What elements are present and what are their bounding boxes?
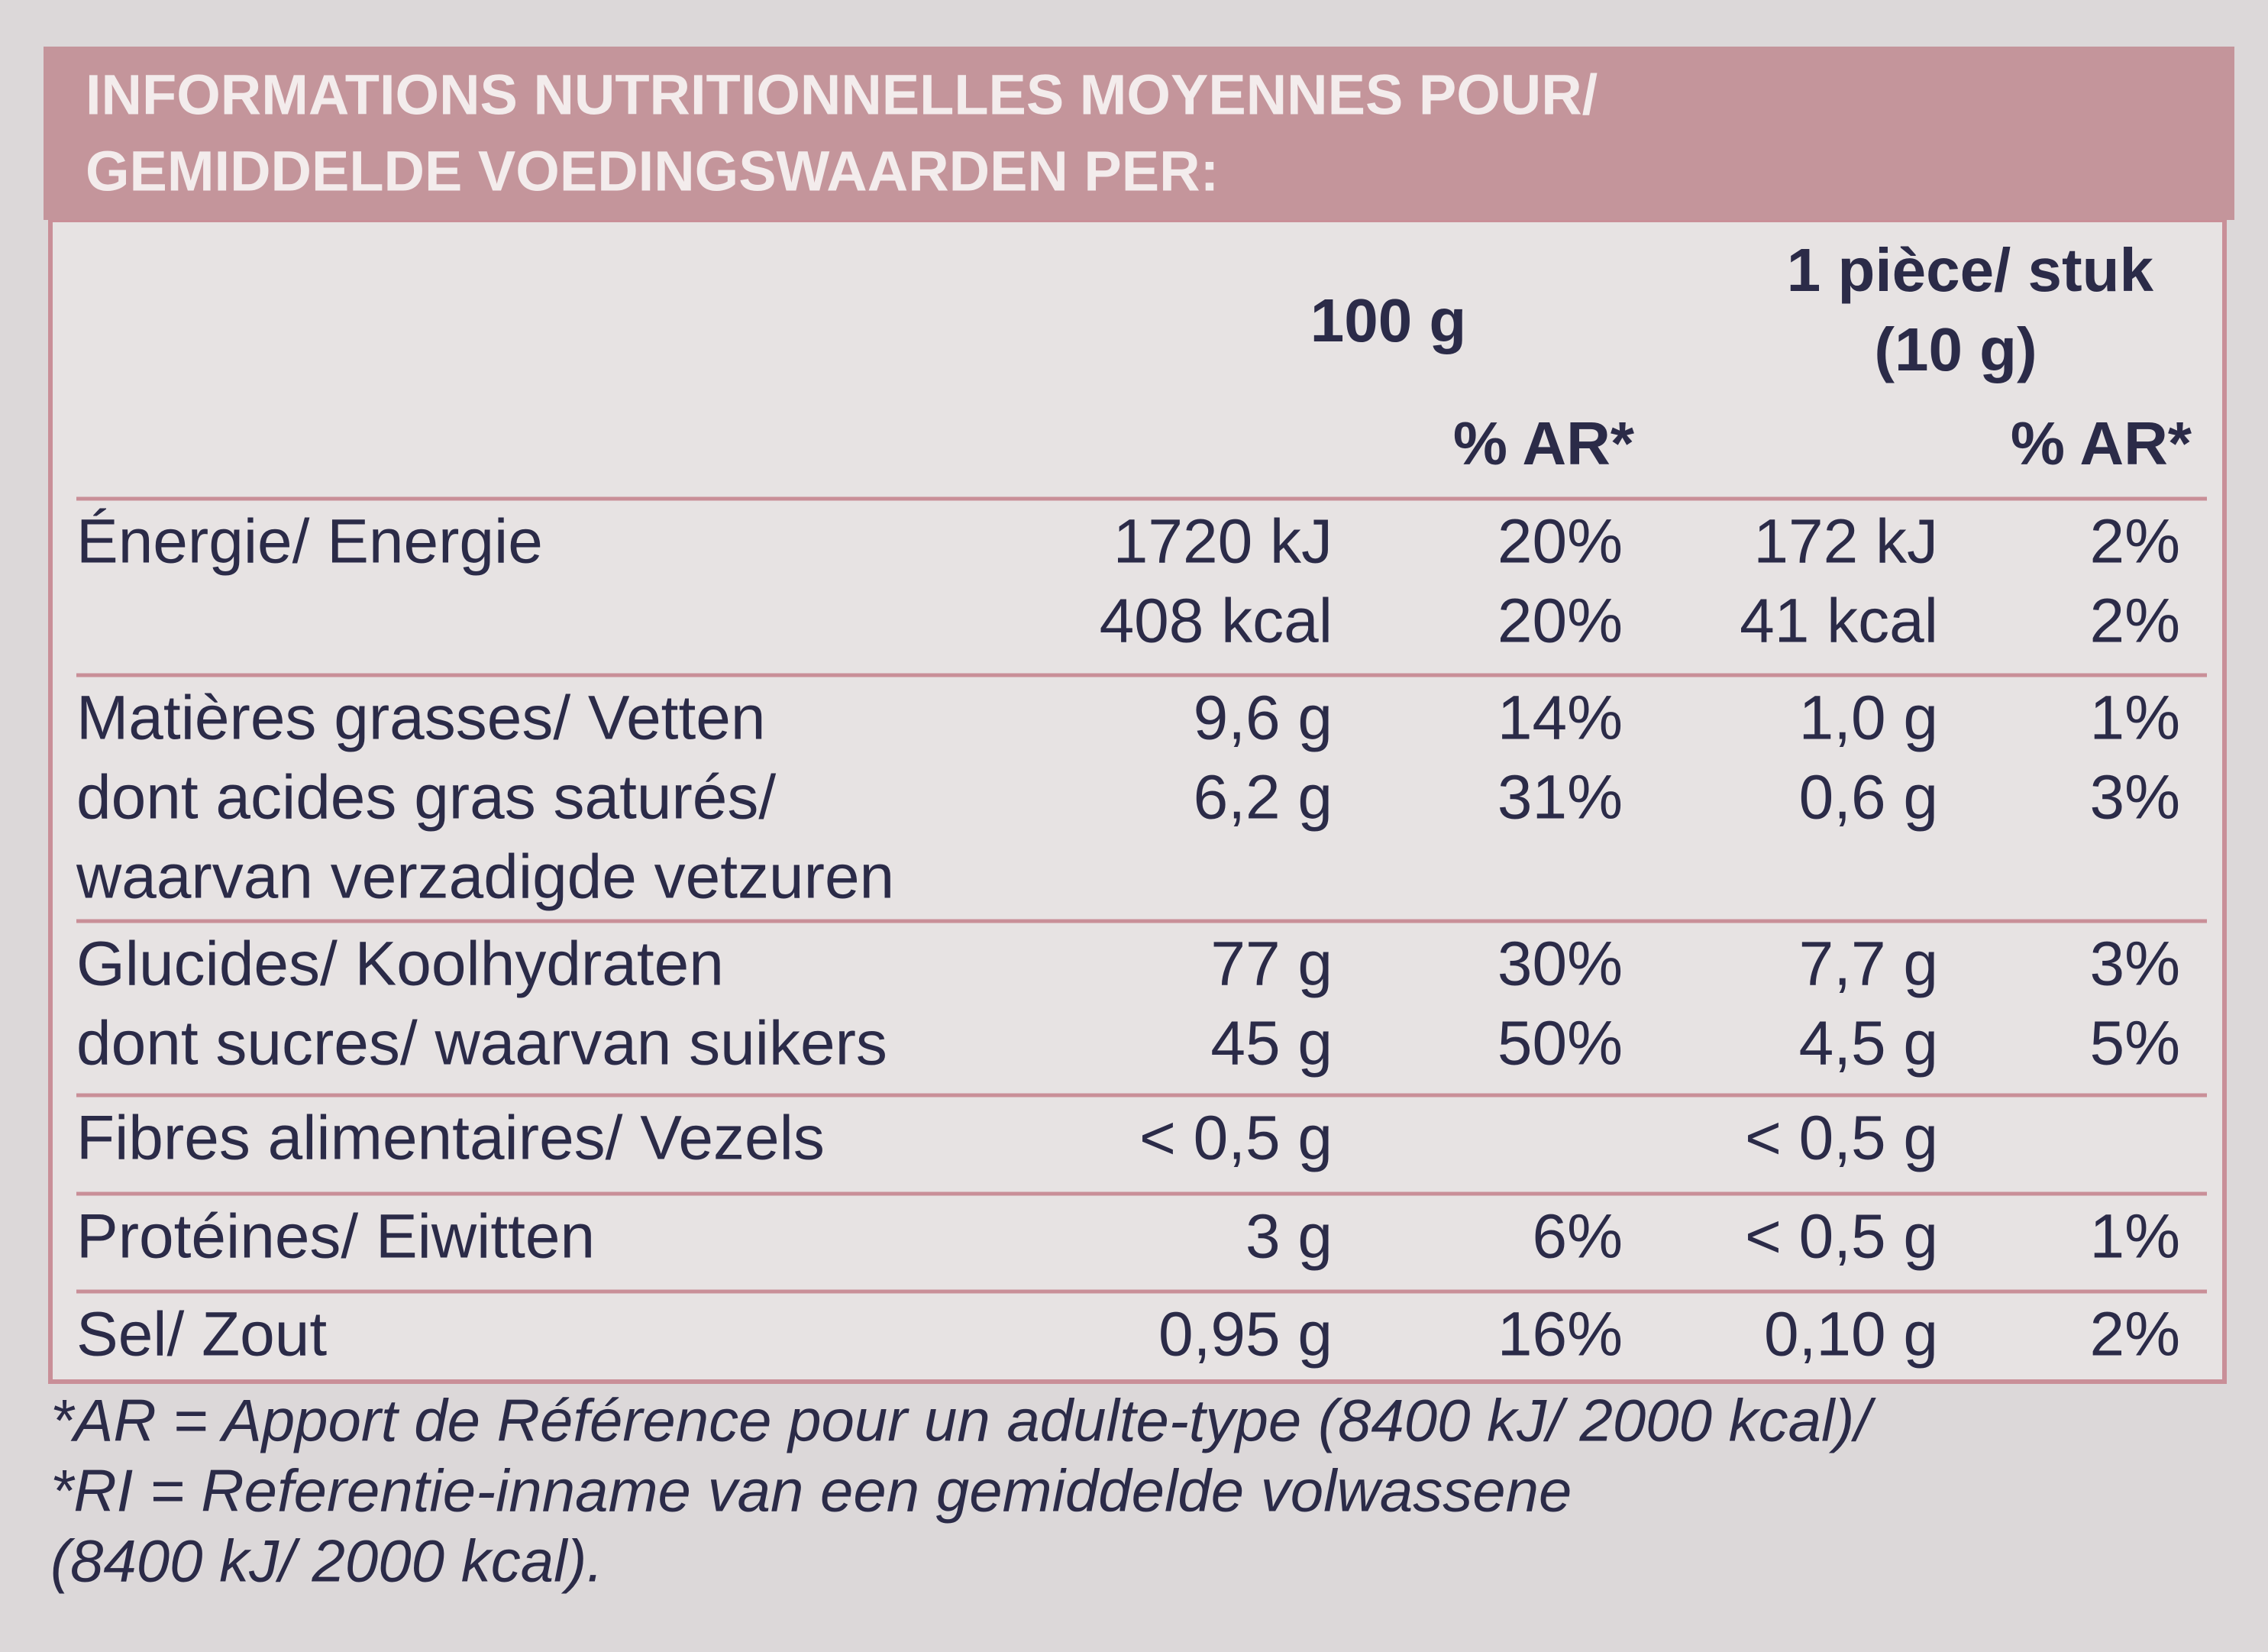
percent-ar: 1% — [2089, 1202, 2180, 1272]
nutrient-value: 0,6 g — [1799, 763, 1938, 832]
nutrient-value: < 0,5 g — [1745, 1202, 1938, 1272]
percent-ar: 20% — [1497, 507, 1623, 577]
percent-ar: 3% — [2089, 929, 2180, 999]
percent-ar: 50% — [1497, 1009, 1623, 1078]
nutrient-value: 7,7 g — [1799, 929, 1938, 999]
nutrient-value: 0,10 g — [1764, 1300, 1938, 1369]
header-line: GEMIDDELDE VOEDINGSWAARDEN PER: — [86, 140, 1219, 203]
nutrient-label: Fibres alimentaires/ Vezels — [76, 1104, 825, 1173]
percent-ar: 2% — [2089, 507, 2180, 577]
percent-ar: 2% — [2089, 1300, 2180, 1369]
nutrient-value: 408 kcal — [1100, 587, 1333, 656]
nutrient-label: waarvan verzadigde vetzuren — [76, 842, 894, 912]
nutrient-label: dont acides gras saturés/ — [76, 763, 776, 832]
nutrient-value: < 0,5 g — [1139, 1104, 1333, 1173]
percent-ar: 2% — [2089, 587, 2180, 656]
nutrient-value: 1,0 g — [1799, 684, 1938, 753]
column-header: % AR* — [2011, 409, 2192, 477]
nutrient-value: 0,95 g — [1158, 1300, 1333, 1369]
percent-ar: 6% — [1532, 1202, 1623, 1272]
nutrient-label: Énergie/ Energie — [76, 507, 543, 577]
nutrient-label: dont sucres/ waarvan suikers — [76, 1009, 887, 1078]
footnote-line: *AR = Apport de Référence pour un adulte… — [50, 1387, 1876, 1454]
footnote-line: *RI = Referentie-inname van een gemiddel… — [50, 1457, 1572, 1524]
nutrient-value: < 0,5 g — [1745, 1104, 1938, 1173]
footnote-line: (8400 kJ/ 2000 kcal). — [50, 1528, 603, 1595]
nutrient-value: 172 kJ — [1753, 507, 1938, 577]
percent-ar: 3% — [2089, 763, 2180, 832]
percent-ar: 16% — [1497, 1300, 1623, 1369]
nutrient-value: 6,2 g — [1194, 763, 1333, 832]
percent-ar: 1% — [2089, 684, 2180, 753]
percent-ar: 5% — [2089, 1009, 2180, 1078]
column-header: % AR* — [1453, 409, 1635, 477]
column-header: (10 g) — [1874, 315, 2037, 383]
nutrient-label: Sel/ Zout — [76, 1300, 327, 1369]
percent-ar: 14% — [1497, 684, 1623, 753]
nutrient-value: 45 g — [1210, 1009, 1333, 1078]
nutrient-value: 77 g — [1210, 929, 1333, 999]
table-frame — [48, 218, 2227, 1384]
nutrient-label: Matières grasses/ Vetten — [76, 684, 765, 753]
column-header: 1 pièce/ stuk — [1787, 236, 2154, 304]
nutrient-value: 9,6 g — [1194, 684, 1333, 753]
percent-ar: 31% — [1497, 763, 1623, 832]
nutrient-label: Glucides/ Koolhydraten — [76, 929, 724, 999]
column-header: 100 g — [1310, 286, 1467, 354]
header-line: INFORMATIONS NUTRITIONNELLES MOYENNES PO… — [86, 63, 1598, 127]
header-band — [44, 47, 2234, 220]
percent-ar: 20% — [1497, 587, 1623, 656]
nutrient-value: 1720 kJ — [1113, 507, 1333, 577]
nutrient-value: 41 kcal — [1740, 587, 1938, 656]
percent-ar: 30% — [1497, 929, 1623, 999]
nutrient-value: 4,5 g — [1799, 1009, 1938, 1078]
nutrient-value: 3 g — [1245, 1202, 1333, 1272]
nutrient-label: Protéines/ Eiwitten — [76, 1202, 595, 1272]
